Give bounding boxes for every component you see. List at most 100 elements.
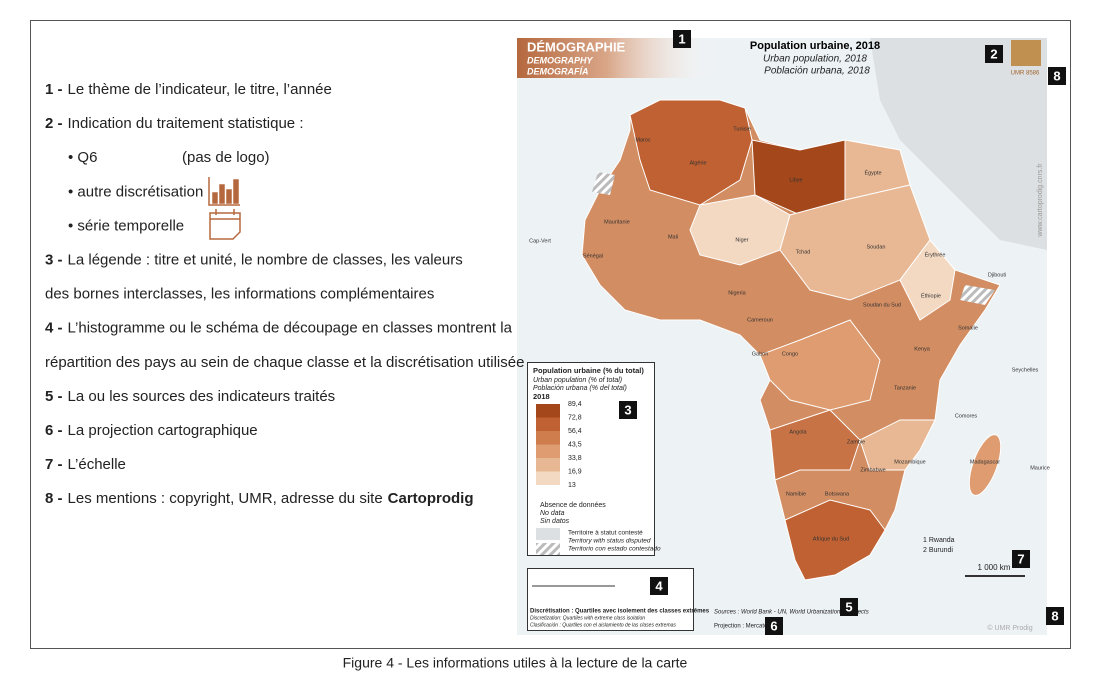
madagascar	[968, 434, 1002, 496]
projection: Projection : Mercator	[714, 624, 769, 630]
disputed	[592, 172, 615, 195]
copyright: © UMR Prodig	[987, 624, 1032, 632]
map-subtitle: Urban population, 2018	[763, 54, 867, 65]
map-subtitle: Población urbana, 2018	[764, 66, 870, 77]
country-label: Congo	[782, 351, 798, 357]
region	[784, 499, 886, 581]
item-text: L’histogramme ou le schéma de découpage …	[68, 320, 513, 337]
region	[899, 239, 956, 321]
badge	[673, 30, 691, 48]
badge	[1012, 550, 1030, 568]
scale: 1 000 km	[978, 563, 1011, 572]
badge-label: 4	[655, 578, 663, 593]
legend-swatch	[536, 404, 560, 418]
item-text: La projection cartographique	[68, 422, 258, 439]
item-text: La ou les sources des indicateurs traité…	[68, 388, 336, 405]
calendar-icon	[209, 209, 241, 240]
discretisation: Discrétisation : Quartiles avec isolemen…	[530, 609, 710, 615]
map-title: Population urbaine, 2018	[750, 40, 880, 52]
item-number: 8 -	[45, 490, 63, 507]
region	[759, 319, 881, 411]
list-line: répartition des pays au sein de chaque c…	[45, 354, 524, 371]
badge	[1048, 67, 1066, 85]
item-text: Le thème de l’indicateur, le titre, l’an…	[68, 81, 332, 98]
list-line: 7 - L’échelle	[45, 456, 126, 473]
header-en: DEMOGRAPHY	[527, 55, 594, 65]
country-label: Cap-Vert	[529, 238, 551, 244]
header-es: DEMOGRAFÍA	[527, 66, 589, 76]
country-label: Mauritanie	[604, 219, 630, 225]
list-line: 8 - Les mentions : copyright, UMR, adress…	[45, 490, 473, 507]
badge-label: 7	[1017, 551, 1024, 566]
legend-disputed	[536, 543, 560, 555]
list-line: 2 - Indication du traitement statistique …	[45, 115, 303, 132]
legend-swatch	[536, 431, 560, 445]
country-label: Gabon	[752, 351, 769, 357]
country-label: Namibie	[786, 491, 806, 497]
country-label: Cameroun	[747, 317, 773, 323]
legend-no-data-label: Absence de données	[540, 502, 606, 509]
item-bold: Cartoprodig	[388, 490, 474, 507]
legend-no-data	[536, 528, 560, 540]
logo	[1011, 40, 1041, 66]
country-label: Zimbabwe	[860, 467, 885, 473]
item-number: 1 -	[45, 81, 63, 98]
item-text: Indication du traitement statistique :	[68, 115, 304, 132]
bullet-note: (pas de logo)	[182, 149, 270, 166]
country-label: Érythrée	[925, 251, 946, 258]
list-line: 1 - Le thème de l’indicateur, le titre, l…	[45, 81, 332, 98]
legend-swatch	[536, 417, 560, 431]
legend-break: 56,4	[568, 428, 582, 435]
land-outside	[870, 38, 1047, 250]
item-number: 7 -	[45, 456, 63, 473]
badge	[765, 617, 783, 635]
region	[629, 99, 753, 206]
country-label: Éthiopie	[921, 292, 941, 299]
badge-label: 8	[1051, 608, 1058, 623]
sources: Sources : World Bank - UN, World Urbaniz…	[714, 610, 869, 616]
legend-title: Population urbaine (% du total)	[533, 366, 644, 375]
country-label: Tanzanie	[894, 385, 916, 391]
badge-label: 1	[678, 31, 685, 46]
bar-icon	[208, 177, 240, 206]
country-label: Niger	[735, 237, 748, 243]
site: www.cartoprodig.cnrs.fr	[1037, 163, 1044, 238]
legend-no-data-label: Sin datos	[540, 518, 570, 525]
region	[769, 409, 861, 481]
legend-break: 89,4	[568, 401, 582, 408]
country-label: Angola	[789, 429, 807, 435]
legend-swatch	[536, 444, 560, 458]
item-text: des bornes interclasses, les information…	[45, 286, 434, 303]
bullet: • série temporelle	[68, 217, 184, 234]
region	[859, 419, 936, 471]
badge-label: 2	[990, 46, 997, 61]
region	[689, 194, 791, 266]
bullet: • Q6	[68, 149, 97, 166]
legend-disputed-label: Territory with status disputed	[568, 538, 651, 545]
item-number: 3 -	[45, 251, 63, 268]
country-label: Nigeria	[728, 290, 746, 296]
item-text: Les mentions : copyright, UMR, adresse d…	[68, 490, 383, 507]
country-label: Botswana	[825, 491, 850, 497]
country-label: Égypte	[864, 169, 881, 176]
discretisation: Clasificación : Quartiles con el aislami…	[530, 622, 676, 628]
badge	[650, 577, 668, 595]
header-fr: DÉMOGRAPHIE	[527, 39, 626, 54]
legend-break: 72,8	[568, 414, 582, 421]
legend-break: 43,5	[568, 441, 582, 448]
badge	[840, 598, 858, 616]
country-label: Soudan du Sud	[863, 302, 901, 308]
country-label: Algérie	[689, 160, 706, 166]
legend-subtitle: Urban population (% of total)	[533, 377, 622, 384]
country-label: Tunisie	[733, 126, 751, 132]
country-label: Soudan	[867, 244, 886, 250]
note: 1 Rwanda	[923, 537, 955, 544]
country-label: Tchad	[796, 249, 811, 255]
legend-no-data-label: No data	[540, 510, 565, 517]
legend-swatch	[536, 458, 560, 472]
legend-break: 33,8	[568, 455, 582, 462]
discretisation: Discretization: Quartiles with extreme c…	[530, 615, 645, 621]
country-label: Sénégal	[583, 253, 603, 259]
badge	[985, 45, 1003, 63]
